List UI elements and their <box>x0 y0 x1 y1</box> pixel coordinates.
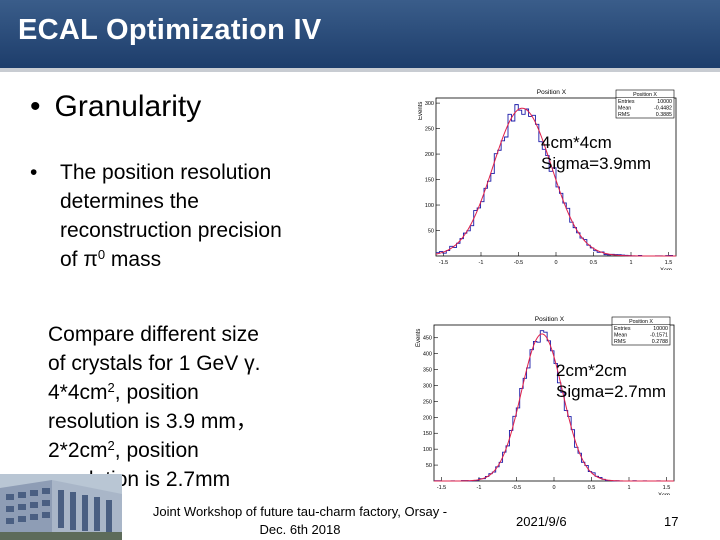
stats-key: RMS <box>618 112 630 118</box>
sub-bullet-dot: • <box>30 161 38 184</box>
y-tick-label: 300 <box>423 383 432 389</box>
x-tick-label: 0.5 <box>588 485 596 491</box>
histogram-4x4: Position X Xcm Events -1.5 -1 -0.5 0 0.5 1 1.5 50 1… <box>418 89 677 270</box>
chart-title: Position X <box>535 316 565 323</box>
title-divider <box>0 68 720 72</box>
x-tick-label: 0 <box>552 485 555 491</box>
y-tick-label: 50 <box>428 229 434 235</box>
para-line: Compare different size <box>48 323 259 346</box>
chart2-annotation: 2cm*2cm Sigma=2.7mm <box>556 361 667 401</box>
y-tick-label: 100 <box>425 203 434 209</box>
x-tick-label: -0.5 <box>514 260 523 266</box>
sub-bullet-line: determines the <box>60 190 199 213</box>
sub-bullet-line: reconstruction precision <box>60 219 282 242</box>
stats-value: -0.1571 <box>650 333 668 339</box>
stats-key: Mean <box>614 333 627 339</box>
bullet-dot: • <box>30 90 41 123</box>
stats-box <box>615 89 675 119</box>
bullet-main-text: Granularity <box>54 90 202 123</box>
para-line: resolution is 3.9 mm， <box>48 410 257 433</box>
para-line: 2*2cm2, position <box>48 437 199 462</box>
x-tick-label: -1.5 <box>437 485 446 491</box>
y-tick-label: 400 <box>423 352 432 358</box>
sub-bullet-line: of π0 mass <box>60 246 162 271</box>
x-tick-label: -1 <box>477 485 482 491</box>
y-tick-label: 150 <box>423 431 432 437</box>
stats-key: Mean <box>618 106 631 112</box>
footer-workshop: Joint Workshop of future tau-charm facto… <box>152 504 448 537</box>
x-tick-label: -1.5 <box>439 260 448 266</box>
stats-value: 0.3885 <box>656 112 672 118</box>
para-line: 4*4cm2, position <box>48 379 199 404</box>
stats-title: Position X <box>629 319 653 325</box>
y-tick-label: 200 <box>423 415 432 421</box>
x-axis-label: Xcm <box>660 268 672 270</box>
y-axis-label: Events <box>416 329 422 347</box>
plot-frame <box>433 324 675 482</box>
x-tick-label: -1 <box>479 260 484 266</box>
sub-bullet-line: The position resolution <box>60 161 272 184</box>
para-line: of crystals for 1 GeV γ. <box>48 352 261 375</box>
y-tick-label: 250 <box>423 399 432 405</box>
y-tick-label: 200 <box>425 152 434 158</box>
gaussian-fit-line <box>434 333 674 482</box>
y-tick-label: 50 <box>426 463 432 469</box>
stats-value: -0.4482 <box>654 106 672 112</box>
y-tick-label: 450 <box>423 336 432 342</box>
footer-date: 2021/9/6 <box>516 514 567 529</box>
slide-title: ECAL Optimization IV <box>18 14 322 46</box>
gaussian-fit-line <box>435 107 676 257</box>
title-bar <box>0 0 720 68</box>
x-tick-label: 0.5 <box>590 260 598 266</box>
x-axis-label: Xcm <box>658 493 670 495</box>
stats-box <box>611 316 671 346</box>
y-tick-label: 350 <box>423 368 432 374</box>
stats-value: 10000 <box>653 326 668 332</box>
stats-key: Entries <box>618 99 635 105</box>
x-tick-label: 0 <box>554 260 557 266</box>
stats-title: Position X <box>633 92 657 98</box>
y-tick-label: 150 <box>425 178 434 184</box>
chart-title: Position X <box>537 89 567 96</box>
sub-bullet-text: The position resolution determines the r… <box>60 158 360 274</box>
y-axis-label: Events <box>418 102 424 120</box>
y-tick-label: 250 <box>425 127 434 133</box>
building-photo <box>0 474 122 540</box>
x-tick-label: 1 <box>629 260 632 266</box>
y-tick-label: 300 <box>425 101 434 107</box>
chart1-annotation: 4cm*4cm Sigma=3.9mm <box>541 133 652 173</box>
y-tick-label: 100 <box>423 447 432 453</box>
bullet-granularity: • Granularity <box>30 90 201 124</box>
x-tick-label: 1.5 <box>663 485 671 491</box>
x-tick-label: -0.5 <box>512 485 521 491</box>
x-tick-label: 1 <box>627 485 630 491</box>
comparison-paragraph: Compare different size of crystals for 1… <box>48 320 318 494</box>
stats-value: 10000 <box>657 99 672 105</box>
stats-key: Entries <box>614 326 631 332</box>
stats-value: 0.2788 <box>652 339 668 345</box>
page-number: 17 <box>664 514 679 529</box>
histogram-2x2: Position X Xcm Events -1.5 -1 -0.5 0 0.5 1 1.5 50 1… <box>416 316 675 495</box>
stats-key: RMS <box>614 339 626 345</box>
x-tick-label: 1.5 <box>665 260 673 266</box>
